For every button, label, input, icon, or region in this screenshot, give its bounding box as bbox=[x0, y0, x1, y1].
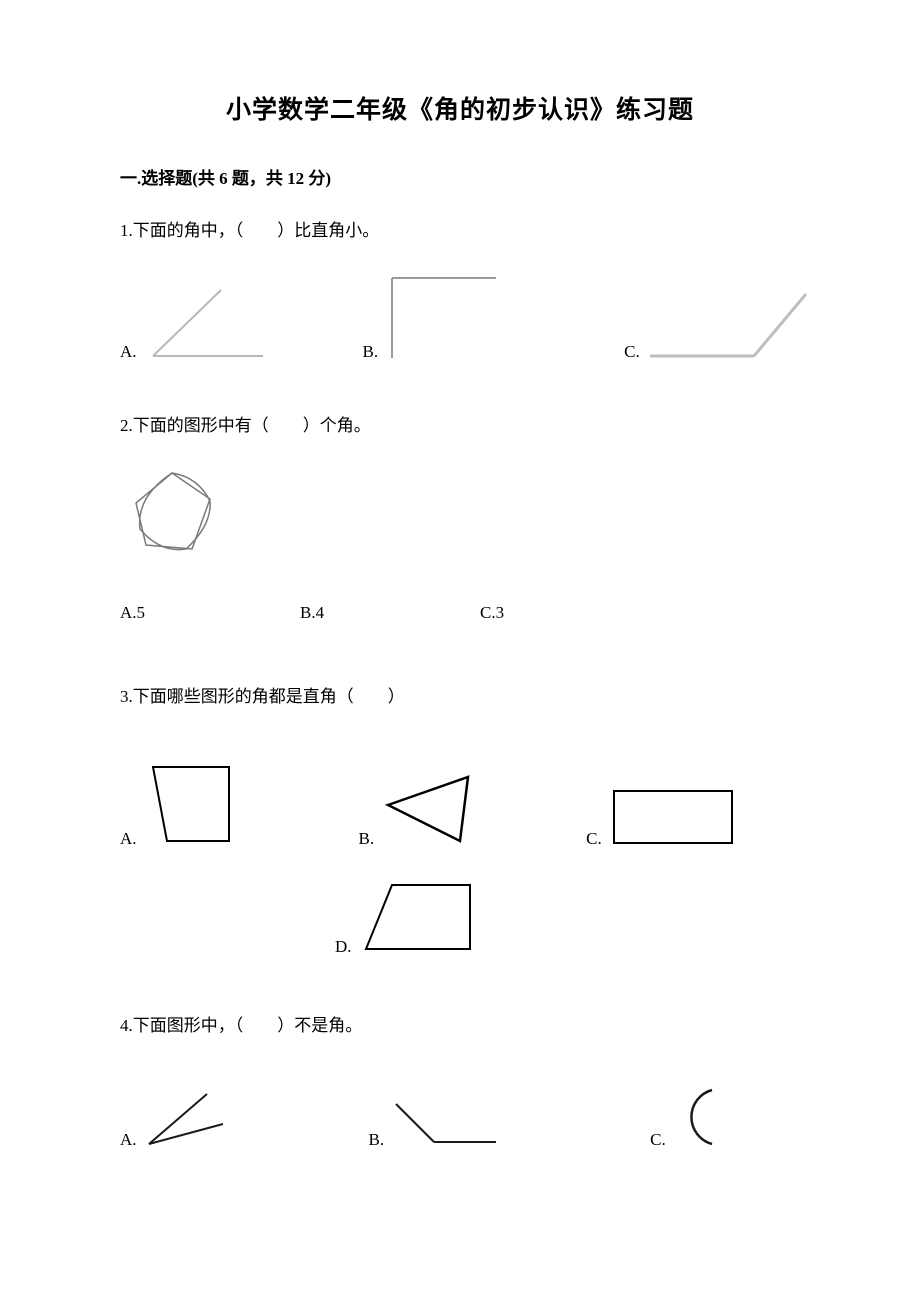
q1-opt-c-label: C. bbox=[624, 342, 640, 362]
q4-text: 4.下面图形中，（ ）不是角。 bbox=[120, 1012, 800, 1039]
q4-opt-c-label: C. bbox=[650, 1130, 666, 1150]
q4-opt-b: B. bbox=[369, 1100, 501, 1150]
q1-opt-b-label: B. bbox=[363, 342, 379, 362]
q4-opt-a-label: A. bbox=[120, 1130, 137, 1150]
q4-opt-a: A. bbox=[120, 1090, 229, 1150]
q3-opt-a-label: A. bbox=[120, 829, 137, 849]
q3-opt-c-label: C. bbox=[586, 829, 602, 849]
q3-options-row2: D. bbox=[335, 879, 800, 957]
trapezoid-right-icon bbox=[358, 879, 478, 957]
wide-angle-icon bbox=[390, 1100, 500, 1150]
q3-opt-d: D. bbox=[335, 879, 478, 957]
q1-opt-b: B. bbox=[363, 272, 505, 362]
q3-opt-c: C. bbox=[586, 785, 738, 849]
pentagon-figure bbox=[126, 467, 800, 563]
q2-opt-a: A.5 bbox=[120, 603, 300, 623]
q2-options: A.5 B.4 C.3 bbox=[120, 603, 800, 623]
q3-options-row1: A. B. C. bbox=[120, 761, 800, 849]
q3-text: 3.下面哪些图形的角都是直角（ ） bbox=[120, 683, 800, 710]
q1-text: 1.下面的角中，（ ）比直角小。 bbox=[120, 217, 800, 244]
q3-opt-b-label: B. bbox=[359, 829, 375, 849]
q1-opt-a: A. bbox=[120, 284, 273, 362]
arc-icon bbox=[672, 1084, 722, 1150]
q3-opt-d-label: D. bbox=[335, 937, 352, 957]
q4-opt-c: C. bbox=[650, 1084, 722, 1150]
right-angle-icon bbox=[384, 272, 504, 362]
page-title: 小学数学二年级《角的初步认识》练习题 bbox=[120, 90, 800, 126]
acute-angle-icon bbox=[143, 284, 273, 362]
trapezoid-left-icon bbox=[143, 761, 239, 849]
rectangle-icon bbox=[608, 785, 738, 849]
q1-opt-c: C. bbox=[624, 284, 811, 362]
q1-opt-a-label: A. bbox=[120, 342, 137, 362]
q3-opt-a: A. bbox=[120, 761, 239, 849]
section-heading: 一.选择题(共 6 题，共 12 分) bbox=[120, 164, 800, 189]
q2-opt-c: C.3 bbox=[480, 603, 660, 623]
q3-opt-b: B. bbox=[359, 771, 477, 849]
q4-opt-b-label: B. bbox=[369, 1130, 385, 1150]
obtuse-angle-icon bbox=[646, 284, 811, 362]
q2-opt-b: B.4 bbox=[300, 603, 480, 623]
q4-options: A. B. C. bbox=[120, 1084, 800, 1150]
triangle-icon bbox=[380, 771, 476, 849]
small-angle-icon bbox=[143, 1090, 229, 1150]
q1-options: A. B. C. bbox=[120, 272, 800, 362]
q2-text: 2.下面的图形中有（ ）个角。 bbox=[120, 412, 800, 439]
